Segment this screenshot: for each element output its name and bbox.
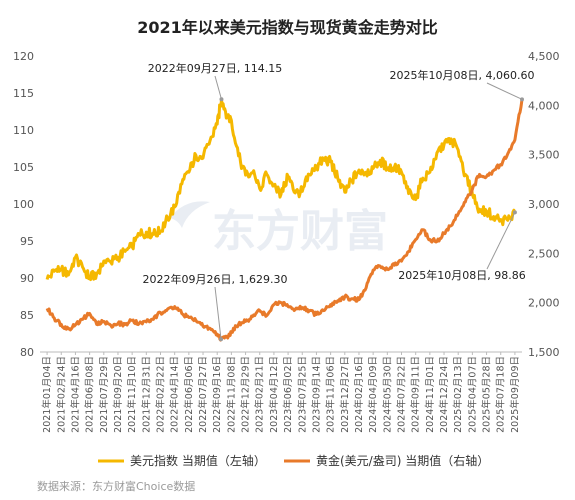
left-y-tick-label: 80	[20, 346, 34, 359]
x-tick-label: 2021年06月08日	[84, 356, 96, 433]
x-tick-label: 2021年11月10日	[126, 356, 138, 433]
right-y-tick-label: 3,500	[528, 149, 560, 162]
x-tick-label: 2024年12月24日	[438, 356, 450, 433]
right-y-tick-label: 3,000	[528, 198, 560, 211]
x-tick-label: 2024年07月22日	[396, 356, 408, 433]
left-y-tick-label: 115	[13, 87, 34, 100]
x-tick-label: 2021年09月20日	[112, 356, 124, 433]
x-tick-label: 2024年02月16日	[353, 356, 365, 433]
right-y-tick-label: 1,500	[528, 346, 560, 359]
left-y-tick-label: 95	[20, 235, 34, 248]
x-tick-label: 2025年05月28日	[481, 356, 493, 433]
x-tick-label: 2023年07月25日	[296, 356, 308, 433]
annotation-usd-end-marker	[512, 210, 517, 215]
right-y-axis: 1,500 2,000 2,500 3,000 3,500 4,000 4,500	[528, 50, 560, 359]
right-y-tick-label: 4,500	[528, 50, 560, 63]
x-tick-label: 2021年04月16日	[69, 356, 81, 433]
annotation-gold-low-leader	[214, 286, 222, 340]
legend-label-gold: 黄金(美元/盎司) 当期值（右轴）	[316, 453, 489, 468]
annotation-gold-end-label: 2025年10月08日, 4,060.60	[390, 68, 535, 82]
annotation-gold-end-marker	[520, 97, 524, 102]
series-usd-index-line	[45, 97, 517, 282]
annotation-gold-low-label: 2022年09月26日, 1,629.30	[143, 272, 288, 286]
series-group	[45, 97, 524, 342]
watermark-text: 东方财富	[212, 206, 388, 257]
x-tick-label: 2025年07月18日	[495, 356, 507, 433]
x-tick-label: 2021年07月29日	[98, 356, 110, 433]
x-tick-label: 2025年04月07日	[466, 356, 478, 433]
x-tick-label: 2024年05月30日	[381, 356, 393, 433]
annotation-usd-peak-label: 2022年09月27日, 114.15	[148, 61, 282, 75]
series-gold-line	[45, 99, 524, 342]
legend: 美元指数 当期值（左轴） 黄金(美元/盎司) 当期值（右轴）	[98, 453, 489, 468]
annotation-usd-end-leader	[486, 212, 516, 270]
x-tick-label: 2022年09月16日	[211, 356, 223, 433]
x-tick-label: 2022年02月22日	[155, 356, 167, 433]
x-tick-label: 2023年09月14日	[310, 356, 322, 433]
left-y-tick-label: 105	[13, 161, 34, 174]
x-tick-label: 2023年11月06日	[325, 356, 337, 433]
legend-label-usd-index: 美元指数 当期值（左轴）	[130, 453, 266, 468]
left-y-axis: 80 85 90 95 100 105 110 115 120	[13, 50, 34, 359]
x-tick-label: 2024年11月01日	[424, 356, 436, 433]
x-tick-label: 2023年04月12日	[268, 356, 280, 433]
x-tick-label: 2022年06月06日	[183, 356, 195, 433]
left-y-tick-label: 90	[20, 272, 34, 285]
x-tick-label: 2025年02月13日	[452, 356, 464, 433]
right-y-tick-label: 4,000	[528, 99, 560, 112]
x-tick-label: 2022年04月14日	[169, 356, 181, 433]
left-y-tick-label: 110	[13, 124, 34, 137]
x-tick-label: 2024年09月11日	[410, 356, 422, 433]
source-note: 数据来源：东方财富Choice数据	[37, 479, 195, 493]
x-tick-label: 2023年06月02日	[282, 356, 294, 433]
annotation-gold-low-marker	[219, 337, 224, 342]
watermark: 东方财富	[170, 201, 388, 257]
annotation-usd-peak-leader	[214, 75, 222, 100]
left-y-tick-label: 100	[13, 198, 34, 211]
x-axis: 2021年01月04日 2021年02月24日 2021年04月16日 2021年06…	[40, 351, 522, 433]
x-tick-label: 2025年09月09日	[509, 356, 521, 433]
annotations: 2022年09月27日, 114.15 2022年09月26日, 1,629.30…	[143, 61, 535, 342]
chart-title: 2021年以来美元指数与现货黄金走势对比	[137, 18, 438, 37]
left-y-tick-label: 85	[20, 309, 34, 322]
x-tick-label: 2023年12月27日	[339, 356, 351, 433]
x-tick-label: 2022年07月27日	[197, 356, 209, 433]
x-tick-label: 2021年01月04日	[41, 356, 53, 433]
x-tick-label: 2023年02月21日	[254, 356, 266, 433]
annotation-gold-end-leader	[486, 82, 523, 100]
x-tick-label: 2021年12月31日	[140, 356, 152, 433]
x-tick-label: 2024年04月09日	[367, 356, 379, 433]
x-tick-label: 2021年02月24日	[55, 356, 67, 433]
annotation-usd-end-label: 2025年10月08日, 98.86	[398, 268, 525, 282]
left-y-tick-label: 120	[13, 50, 34, 63]
x-tick-label: 2022年12月29日	[240, 356, 252, 433]
right-y-tick-label: 2,000	[528, 297, 560, 310]
annotation-usd-peak-marker	[219, 97, 224, 102]
x-tick-label: 2022年11月08日	[225, 356, 237, 433]
right-y-tick-label: 2,500	[528, 247, 560, 260]
